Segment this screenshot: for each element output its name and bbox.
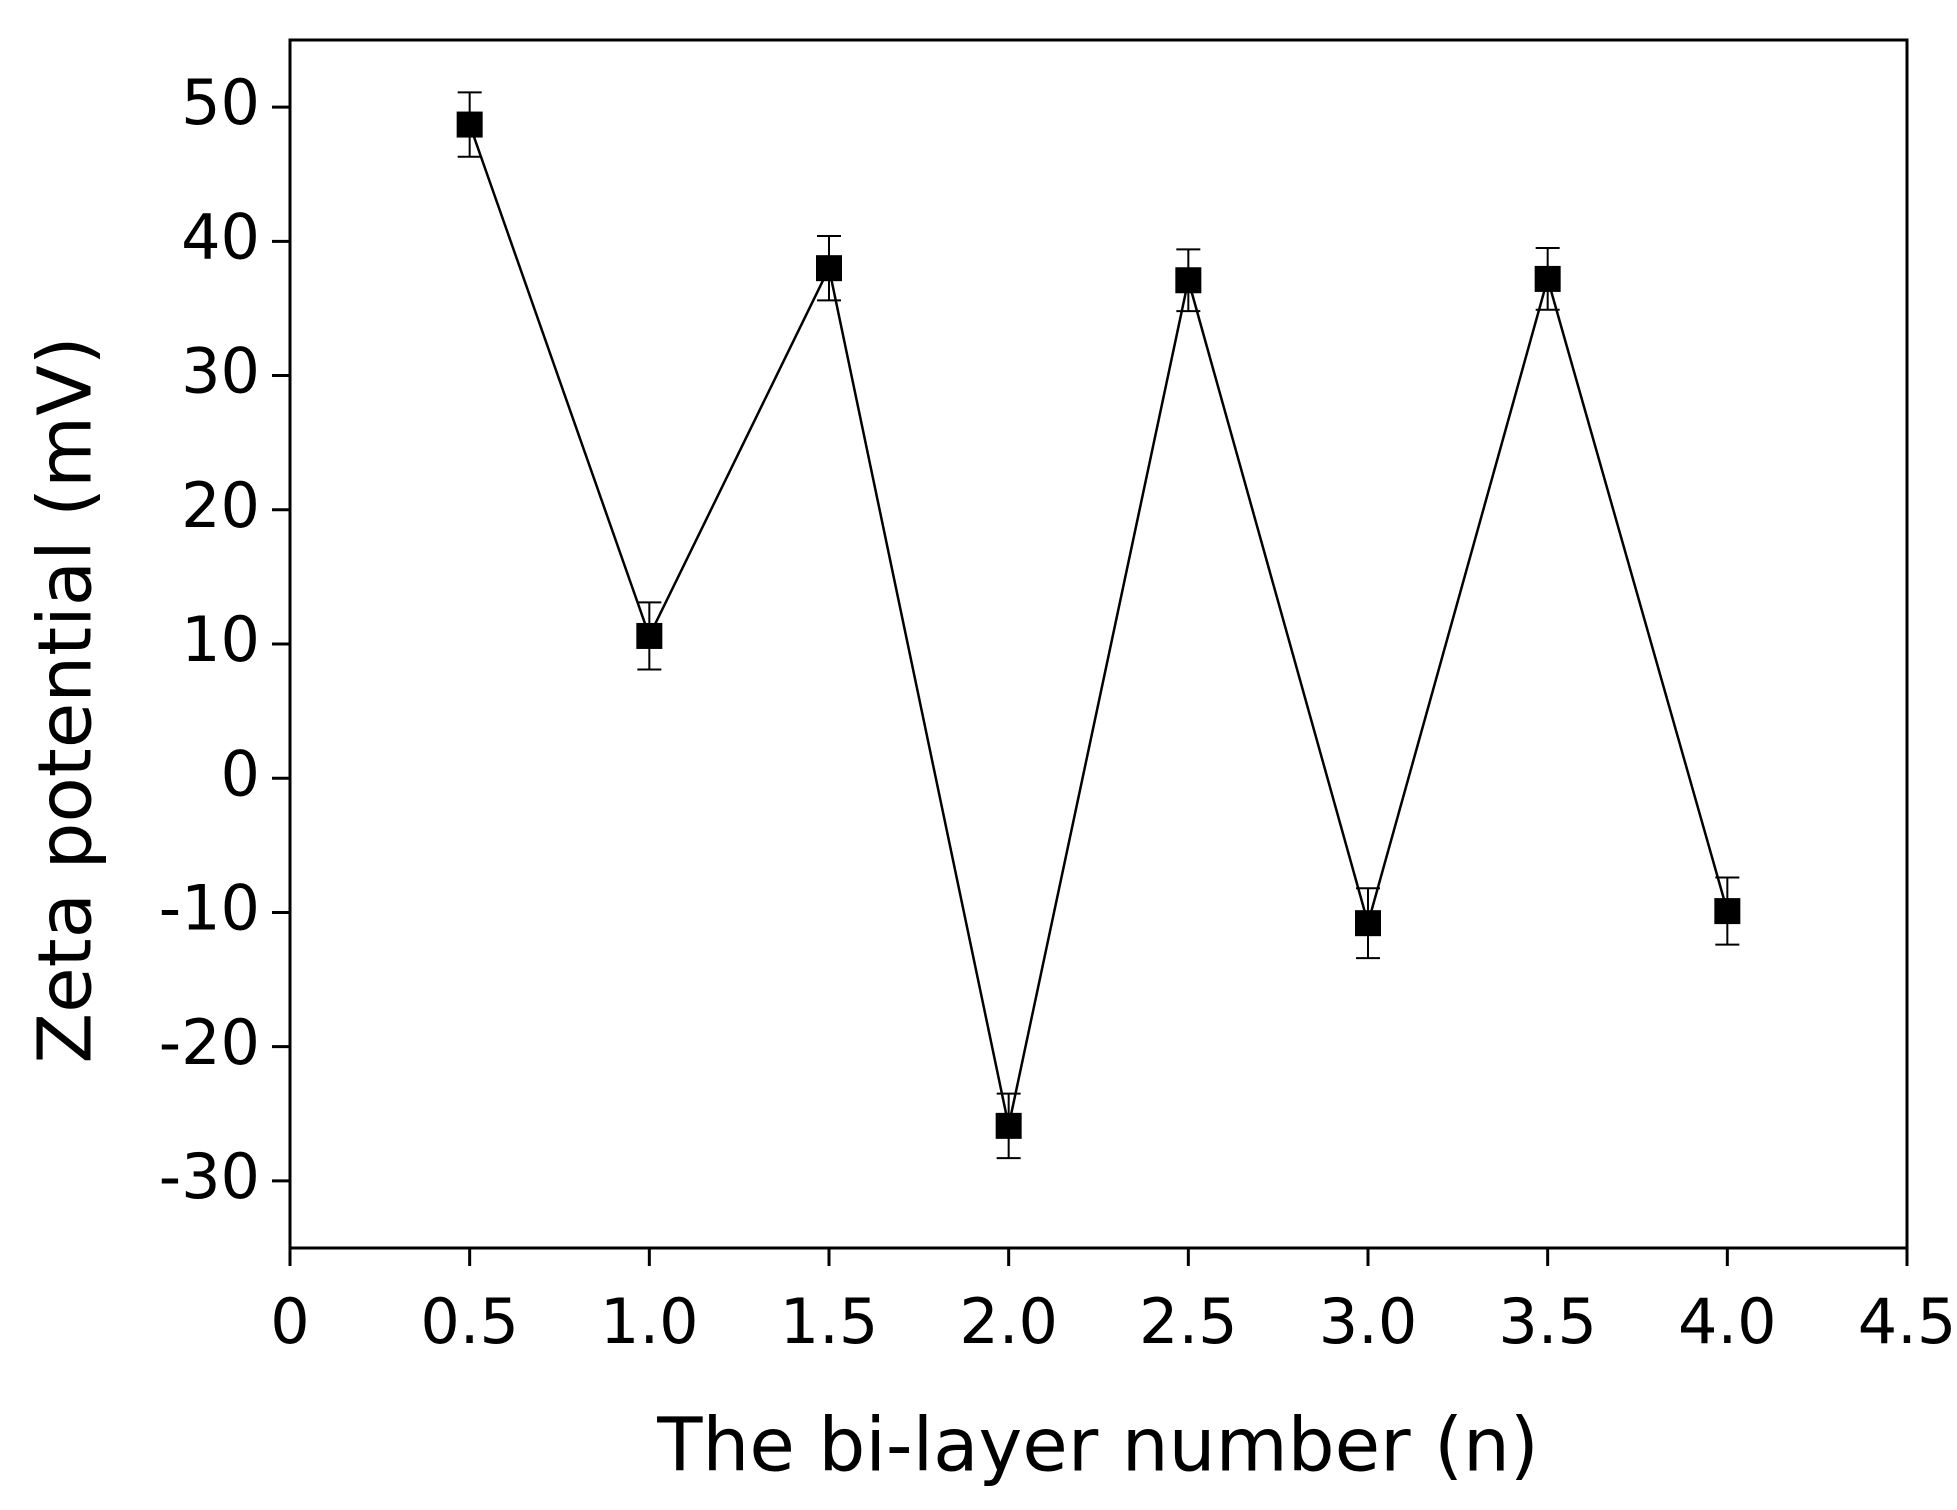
plot-frame	[288, 38, 1909, 1250]
marker	[1355, 910, 1381, 937]
x-axis-title: The bi-layer number (n)	[656, 1403, 1539, 1489]
x-tick-label: 0	[270, 1285, 309, 1358]
x-tick-label: 2.5	[1139, 1285, 1238, 1358]
x-tick-label: 0.5	[420, 1285, 519, 1358]
marker	[1714, 898, 1741, 925]
y-tick-label: 40	[181, 200, 260, 273]
marker	[816, 255, 842, 282]
y-tick-label: 50	[181, 66, 260, 139]
y-tick-label: 0	[221, 737, 260, 810]
x-tick-label: 3.0	[1319, 1285, 1418, 1358]
y-tick-label: -30	[159, 1140, 260, 1213]
x-tick-label: 3.5	[1498, 1285, 1597, 1358]
series-line	[468, 124, 1729, 1127]
marker	[1175, 267, 1202, 294]
x-tick-label: 4.5	[1858, 1285, 1957, 1358]
marker	[456, 111, 483, 138]
x-tick-label: 1.0	[600, 1285, 699, 1358]
marker	[995, 1112, 1022, 1139]
marker	[1534, 265, 1561, 292]
y-tick-label: -20	[159, 1006, 260, 1079]
x-tick-label: 2.0	[959, 1285, 1058, 1358]
y-tick-label: 10	[181, 603, 260, 676]
x-tick-label: 4.0	[1678, 1285, 1777, 1358]
y-tick-label: 20	[181, 469, 260, 542]
y-axis-title: Zeta potential (mV)	[23, 336, 109, 1063]
marker	[636, 622, 663, 649]
y-tick-label: -10	[159, 872, 260, 945]
x-tick-label: 1.5	[780, 1285, 879, 1358]
y-tick-label: 30	[181, 335, 260, 408]
